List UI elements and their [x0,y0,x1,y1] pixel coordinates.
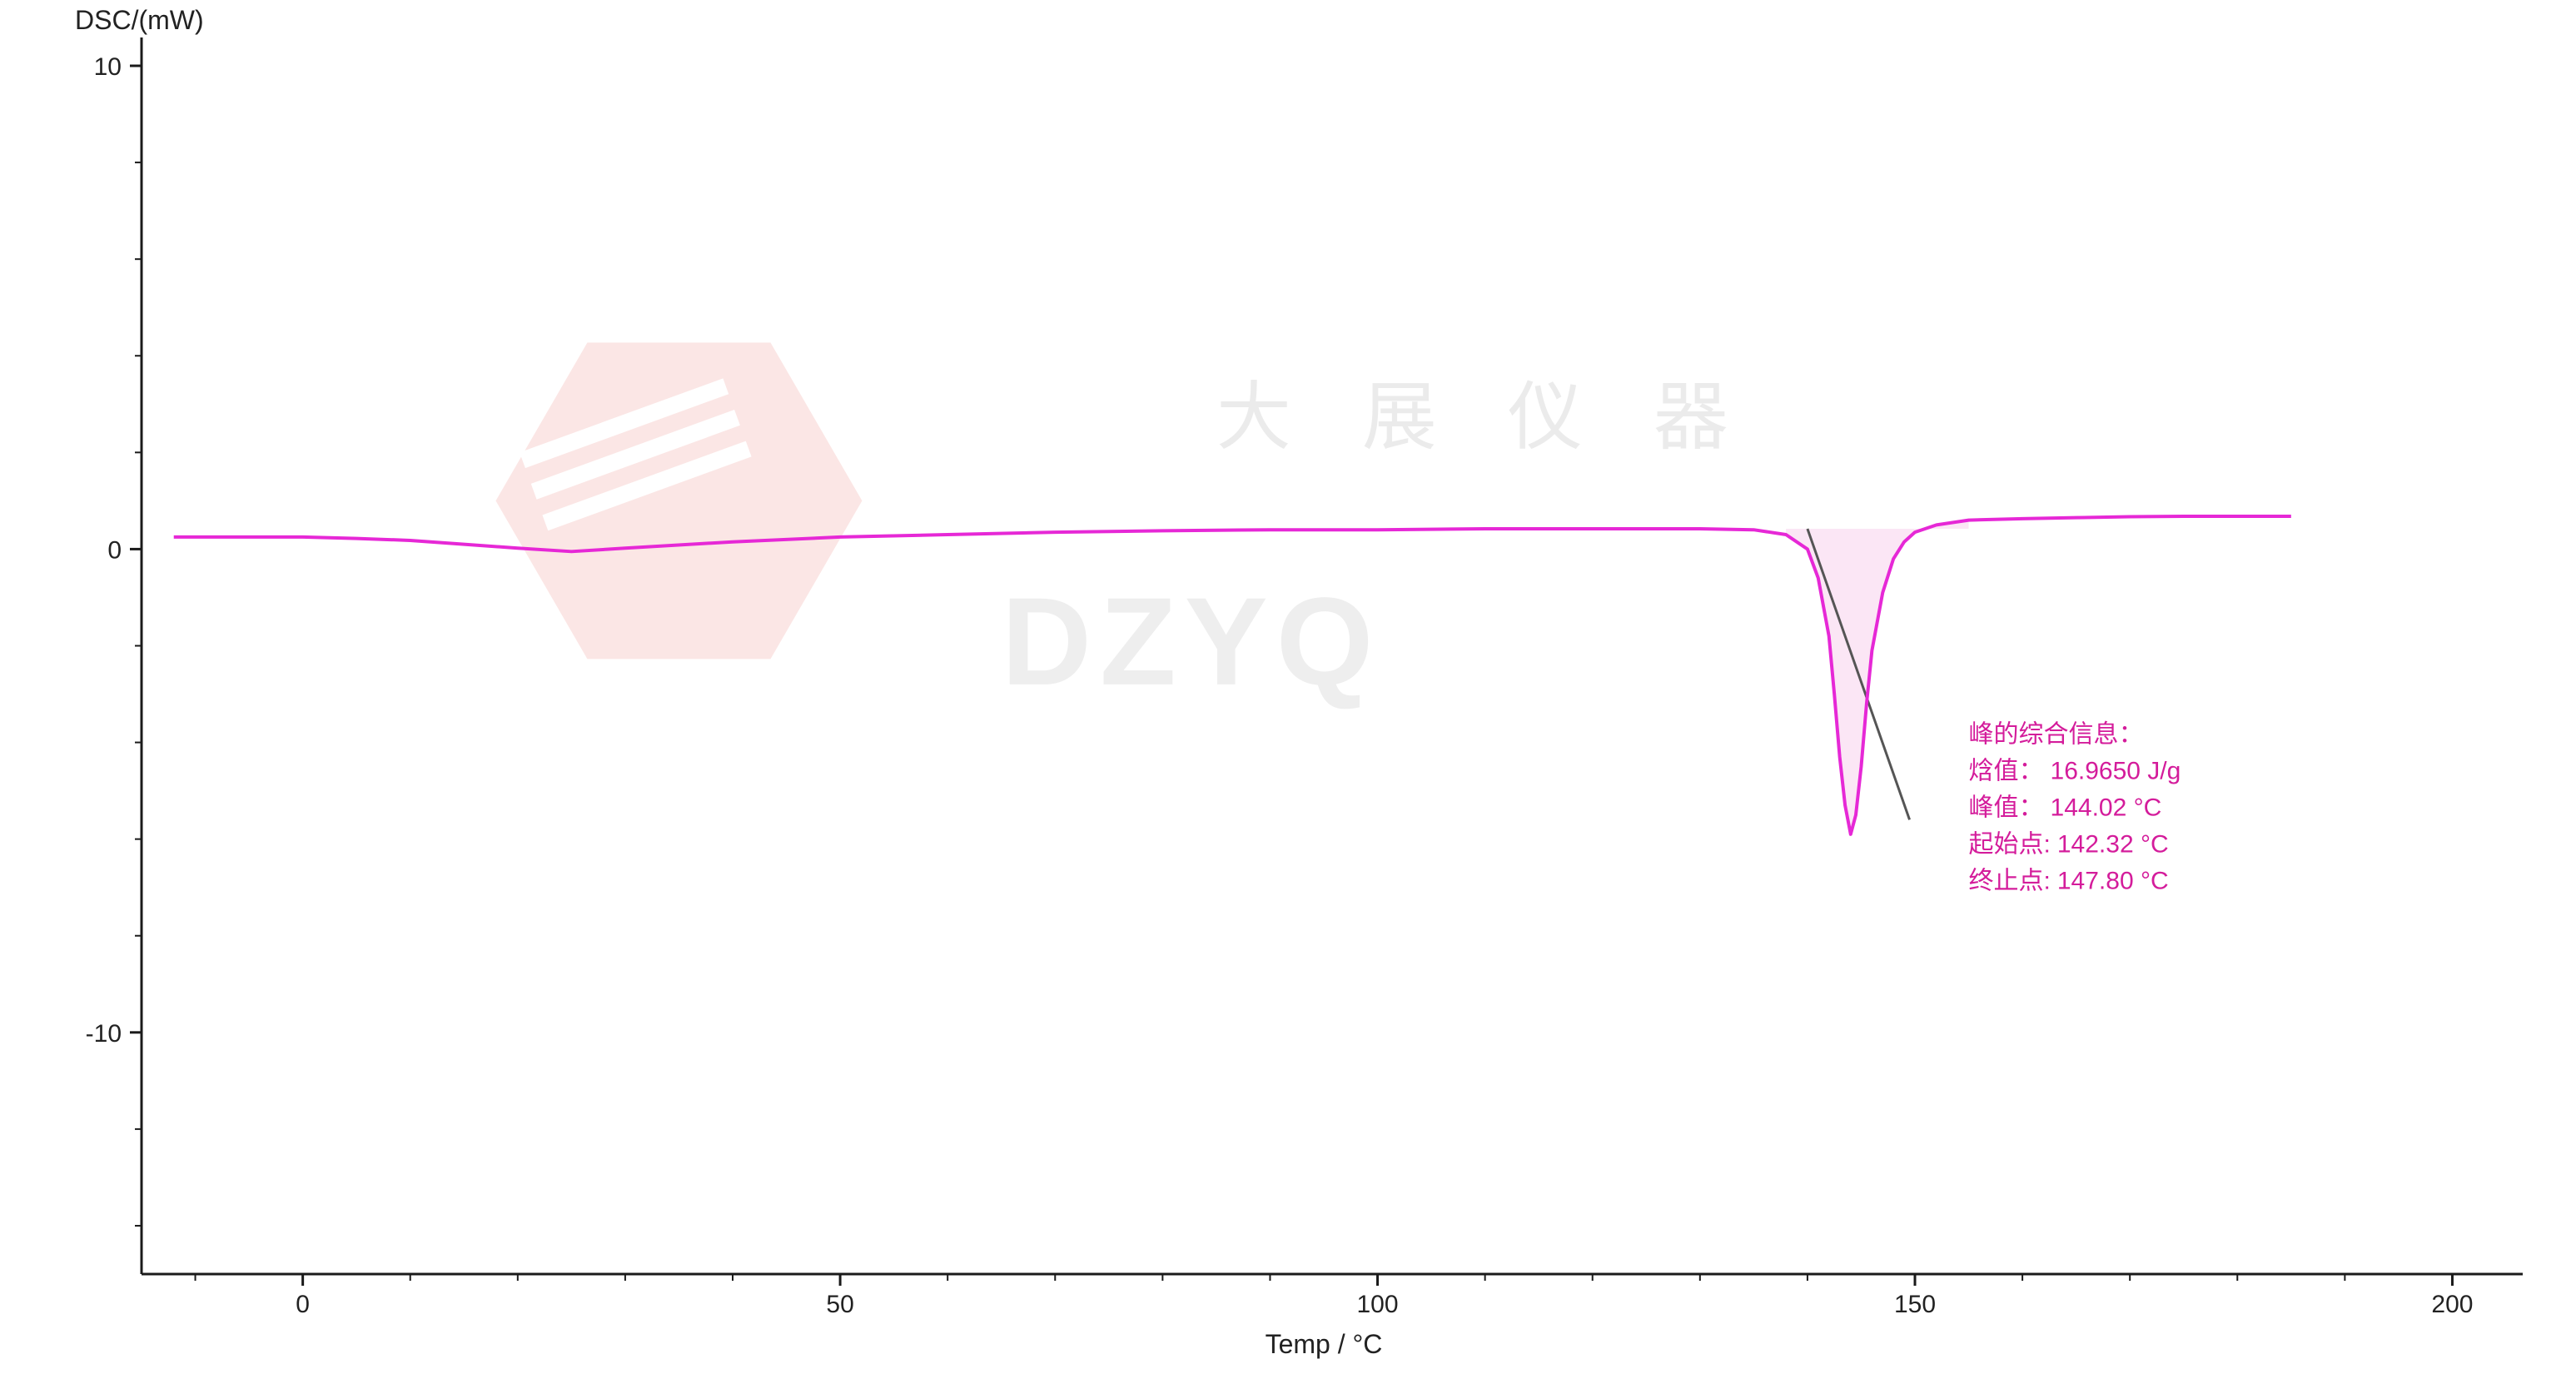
peak-annotation-value: 144.02 °C [2051,794,2162,822]
peak-annotation-value: 147.80 °C [2057,868,2169,895]
x-tick-label: 100 [1357,1291,1399,1318]
peak-annotation-label: 终止点: [1969,868,2051,895]
y-tick-label: 10 [94,53,122,81]
dsc-chart: 大 展 仪 器DZYQ-10010050100150200DSC/(mW)Tem… [0,0,2576,1374]
x-tick-label: 150 [1894,1291,1936,1318]
peak-annotation-label: 焓值： [1969,758,2044,785]
x-tick-label: 200 [2431,1291,2473,1318]
y-axis-title: DSC/(mW) [75,5,204,35]
x-tick-label: 0 [296,1291,310,1318]
watermark-brand: DZYQ [1002,571,1382,711]
watermark-logo-icon [495,342,862,659]
watermark-chinese: 大 展 仪 器 [1216,376,1753,460]
y-tick-label: -10 [86,1020,122,1048]
y-tick-label: 0 [107,536,122,564]
peak-annotation-line: 终止点:147.80 °C [1969,868,2169,895]
peak-annotation-label: 峰值： [1969,794,2044,822]
peak-annotation: 峰的综合信息：焓值：16.9650 J/g峰值：144.02 °C起始点:142… [1969,721,2181,895]
peak-annotation-line: 峰值：144.02 °C [1969,794,2162,822]
peak-annotation-title: 峰的综合信息： [1969,721,2144,749]
watermark: 大 展 仪 器 DZYQ [495,342,1753,711]
chart-svg: 大 展 仪 器DZYQ-10010050100150200DSC/(mW)Tem… [0,0,2576,1374]
peak-annotation-value: 16.9650 J/g [2051,758,2181,785]
peak-annotation-line: 焓值： 16.9650 J/g [1969,758,2181,785]
peak-annotation-line: 起始点:142.32 °C [1969,831,2169,859]
x-tick-label: 50 [826,1291,853,1318]
peak-annotation-value: 142.32 °C [2057,831,2169,859]
x-axis-title: Temp / °C [1266,1329,1383,1359]
peak-annotation-label: 起始点: [1969,831,2051,859]
